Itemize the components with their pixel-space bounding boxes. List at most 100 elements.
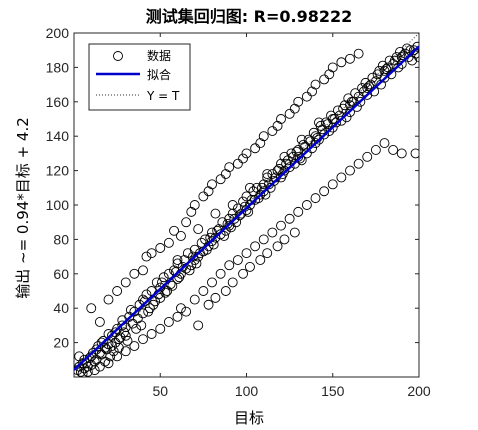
data-point [319,186,330,197]
data-point [158,272,169,283]
data-point [191,258,202,269]
data-point [327,62,338,73]
data-point [267,169,278,179]
data-point [122,335,133,346]
data-point [253,193,264,204]
data-point [414,52,419,63]
x-tick-label: 50 [152,383,168,399]
data-point [207,277,217,288]
data-point [381,64,392,75]
y-tick-label: 60 [53,266,69,282]
data-point [279,234,290,245]
data-point [345,107,355,118]
data-point [374,65,385,76]
data-point [258,131,269,142]
legend-marker-data [113,51,123,61]
data-point [353,48,364,59]
data-point [229,213,240,224]
data-point [345,165,355,176]
data-point [224,162,235,173]
data-point [301,91,312,102]
x-tick-label: 150 [321,383,345,399]
data-point [238,268,249,279]
data-point [94,347,105,358]
chart-title: 测试集回归图: R=0.98222 [146,7,353,26]
data-point [350,88,361,99]
data-point [276,158,286,169]
y-axis-label: 输出 ~= 0.94*目标 + 4.2 [14,117,32,299]
x-tick-label: 100 [235,383,259,399]
data-point [125,304,136,315]
y-tick-label: 20 [53,335,69,351]
data-point [351,102,362,112]
data-point [129,268,140,279]
data-point [276,220,286,231]
data-point [198,191,209,202]
legend-box [88,43,191,111]
data-point [220,169,231,179]
data-point [175,231,186,241]
data-point [295,153,305,164]
data-point [115,332,126,343]
plot-area: 50 100 150 200 20 40 60 80 100 120 140 160 180 200 数据拟… [46,25,431,399]
data-point [210,208,221,219]
data-point [298,139,309,150]
data-point [167,280,178,291]
data-point [395,46,405,57]
data-point [93,341,104,351]
data-point [186,206,197,217]
data-point [193,320,204,331]
data-point [250,241,261,252]
data-point [172,255,183,265]
data-point [267,126,278,136]
data-point [227,200,238,210]
legend-label: 拟合 [147,67,171,82]
data-point [410,148,419,159]
data-point [407,55,418,66]
data-point [200,234,211,245]
data-point [362,151,373,162]
data-point [96,337,107,348]
data-point [289,227,300,238]
data-point [251,182,262,193]
data-point [136,320,147,331]
data-point [220,286,231,296]
data-point [281,158,292,169]
data-point [345,53,355,64]
data-point [353,158,364,169]
data-point [163,237,174,248]
data-point [74,351,85,362]
data-point [100,342,111,353]
data-point [272,165,283,176]
data-point [274,163,285,174]
data-point [138,265,148,276]
data-point [310,193,321,204]
data-point [301,148,312,159]
data-point [386,69,397,80]
data-point [110,337,121,348]
data-point [327,179,338,190]
data-point [151,277,162,288]
data-point [412,41,419,52]
data-point [291,146,302,157]
data-point [82,366,93,377]
data-point [276,114,286,124]
data-point [217,217,228,228]
data-point [155,282,166,293]
data-point [267,227,278,238]
data-point [293,206,304,217]
data-point [224,260,235,271]
y-tick-label: 160 [46,94,70,110]
y-tick-label: 80 [53,231,69,247]
data-point [365,79,376,90]
data-point [100,356,111,367]
data-point [79,363,90,374]
data-point [77,368,88,377]
data-point [141,251,152,262]
data-point [163,317,174,327]
data-point [293,96,304,107]
data-point [219,231,230,241]
data-point [244,261,255,272]
data-point [320,117,331,128]
